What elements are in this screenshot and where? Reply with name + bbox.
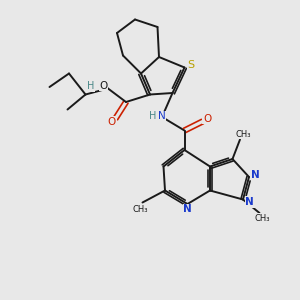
Text: H: H bbox=[149, 111, 156, 122]
Text: O: O bbox=[108, 117, 116, 127]
Text: O: O bbox=[99, 80, 108, 91]
Text: CH₃: CH₃ bbox=[235, 130, 251, 139]
Text: H: H bbox=[87, 81, 94, 91]
Text: N: N bbox=[251, 170, 260, 181]
Text: S: S bbox=[188, 59, 195, 70]
Text: N: N bbox=[245, 197, 254, 207]
Text: N: N bbox=[158, 111, 165, 122]
Text: O: O bbox=[203, 113, 211, 124]
Text: N: N bbox=[183, 204, 192, 214]
Text: CH₃: CH₃ bbox=[254, 214, 270, 223]
Text: CH₃: CH₃ bbox=[132, 205, 148, 214]
